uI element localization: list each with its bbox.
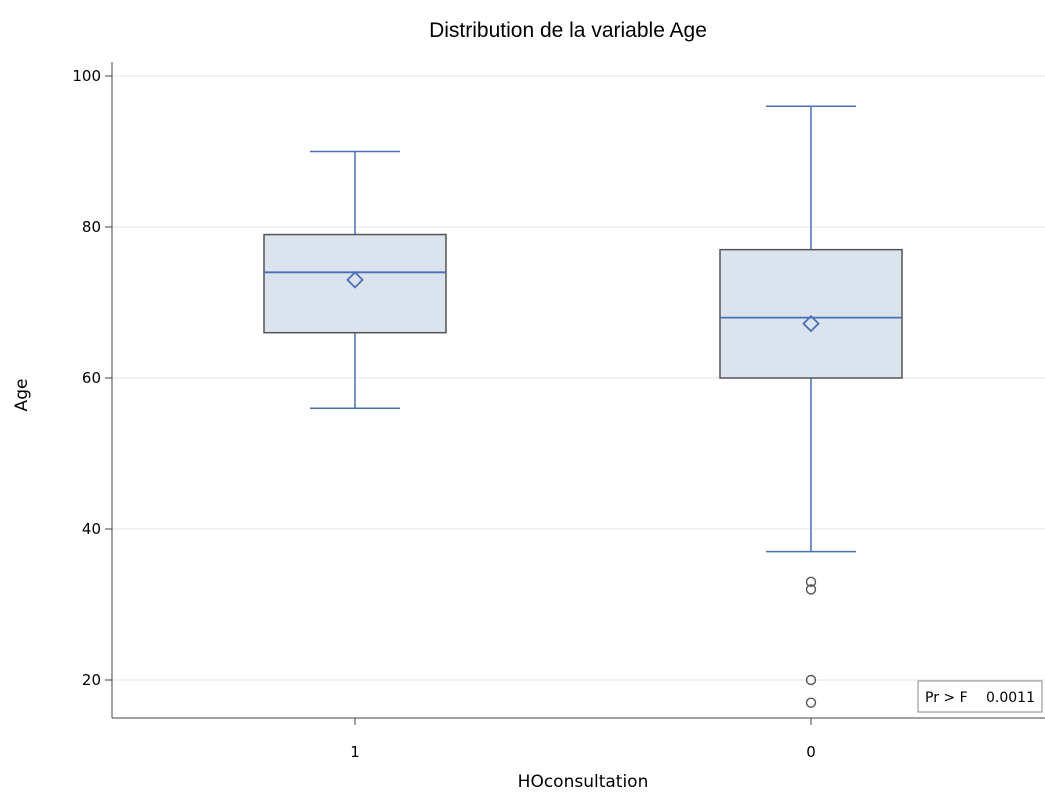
mean-marker-1 xyxy=(346,271,364,289)
plot-area xyxy=(263,105,903,708)
outlier-point xyxy=(805,674,817,686)
outlier-point xyxy=(805,584,817,595)
mean-marker-0 xyxy=(802,314,820,333)
box-0 xyxy=(719,248,903,379)
y-tick-label-20: 20 xyxy=(82,671,101,689)
outlier-point xyxy=(805,576,817,588)
y-axis-label: Age xyxy=(12,379,32,412)
outlier-point xyxy=(805,697,817,708)
x-tick-label-1: 1 xyxy=(350,743,360,761)
pvalue-inset-value: 0.0011 xyxy=(986,690,1035,706)
y-tick-label-100: 100 xyxy=(72,67,101,85)
y-tick-label-40: 40 xyxy=(82,520,101,538)
x-axis-label: HOconsultation xyxy=(518,772,649,792)
pvalue-inset-box xyxy=(917,680,1043,713)
y-tick-label-60: 60 xyxy=(82,369,101,387)
pvalue-inset-label: Pr > F xyxy=(925,690,968,706)
y-tick-label-80: 80 xyxy=(82,218,101,236)
gridlines xyxy=(112,75,1045,681)
x-tick-label-0: 0 xyxy=(806,743,816,761)
pvalue-inset: Pr > F 0.0011 xyxy=(917,680,1043,713)
box-group-0 xyxy=(719,105,903,708)
box-group-1 xyxy=(263,150,447,409)
box-1 xyxy=(263,233,447,334)
chart-title: Distribution de la variable Age xyxy=(429,19,707,42)
y-axis-ticks: 20 40 60 80 100 xyxy=(72,67,112,689)
